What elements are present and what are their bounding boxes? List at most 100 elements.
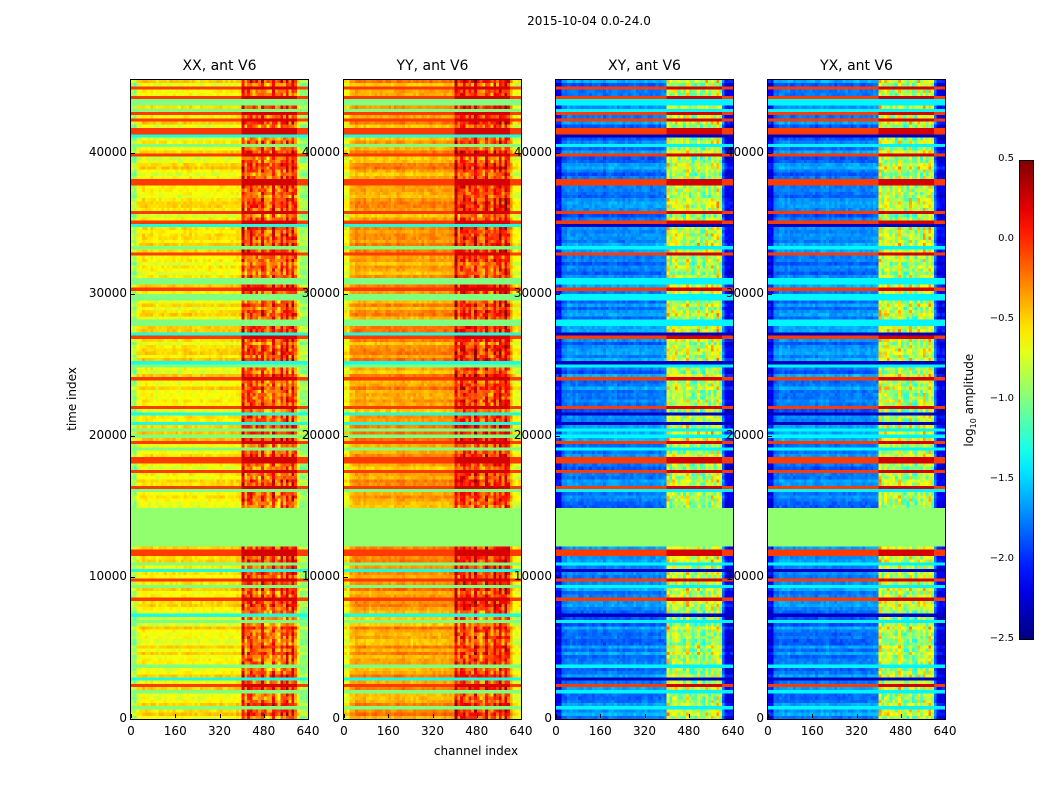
x-tick-label: 320 <box>845 724 868 738</box>
heatmap-image <box>131 80 308 719</box>
x-tick-mark <box>131 714 132 718</box>
x-tick-mark <box>344 714 345 718</box>
x-tick-mark <box>945 714 946 718</box>
y-tick-mark <box>344 577 348 579</box>
y-tick-mark <box>556 435 560 437</box>
y-tick-label: 10000 <box>513 569 552 584</box>
y-tick-label: 0 <box>544 711 552 725</box>
panel-title: XY, ant V6 <box>608 58 681 74</box>
y-tick-label: 0 <box>332 711 340 725</box>
x-tick-label: 480 <box>677 724 701 738</box>
x-tick-label: 160 <box>163 724 187 738</box>
y-tick-mark <box>768 435 772 437</box>
panel-title: YY, ant V6 <box>396 58 469 74</box>
x-tick-mark <box>900 714 902 718</box>
y-tick-label: 30000 <box>725 286 764 301</box>
x-tick-label: 160 <box>800 724 824 738</box>
heatmap-panel-4: YX, ant V6 0 160 320 480 640 0 10000 20000 30000 4… <box>726 58 957 738</box>
y-tick-mark <box>344 719 348 720</box>
colorbar-tick-label: −1.0 <box>989 393 1014 404</box>
x-tick-label: 480 <box>889 724 913 738</box>
y-tick-label: 0 <box>756 711 764 725</box>
colorbar-tick-label: −1.5 <box>989 473 1014 484</box>
y-tick-label: 20000 <box>513 427 552 442</box>
x-tick-label: 0 <box>552 724 560 738</box>
colorbar <box>1019 160 1034 640</box>
y-tick-label: 40000 <box>725 144 764 159</box>
heatmap-panel-2: YY, ant V6 0 160 320 480 640 0 10000 20000 30000 4… <box>302 58 533 738</box>
y-tick-label: 20000 <box>88 427 127 442</box>
x-tick-mark <box>263 714 265 718</box>
y-tick-mark <box>131 719 135 720</box>
y-tick-mark <box>344 435 348 437</box>
y-tick-mark <box>556 577 560 579</box>
panel-title: XX, ant V6 <box>182 58 257 74</box>
colorbar-tick-label: −2.0 <box>989 553 1014 564</box>
y-tick-label: 20000 <box>725 427 764 442</box>
x-tick-mark <box>600 714 602 718</box>
y-tick-label: 10000 <box>725 569 764 584</box>
axes-frame <box>555 79 734 720</box>
y-tick-label: 0 <box>119 711 127 725</box>
x-tick-mark <box>768 714 769 718</box>
y-tick-mark <box>131 435 135 437</box>
x-tick-label: 320 <box>208 724 231 738</box>
y-tick-label: 40000 <box>301 144 340 159</box>
panel-title: YX, ant V6 <box>820 58 893 74</box>
y-tick-mark <box>768 294 772 296</box>
y-tick-mark <box>768 577 772 579</box>
x-tick-label: 480 <box>252 724 276 738</box>
y-tick-label: 30000 <box>301 286 340 301</box>
x-tick-mark <box>388 714 390 718</box>
y-tick-mark <box>768 719 772 720</box>
y-tick-mark <box>344 294 348 296</box>
x-tick-mark <box>556 714 557 718</box>
colorbar-tick-label: 0.0 <box>998 233 1014 244</box>
y-tick-mark <box>131 294 135 296</box>
y-tick-label: 40000 <box>513 144 552 159</box>
x-tick-mark <box>219 714 221 718</box>
x-tick-mark <box>175 714 177 718</box>
x-axis-label: channel index <box>433 744 519 758</box>
x-tick-label: 480 <box>465 724 489 738</box>
y-tick-mark <box>556 294 560 296</box>
y-axis-label: time index <box>65 367 79 431</box>
heatmap-image <box>556 80 733 719</box>
y-tick-mark <box>768 152 772 154</box>
x-tick-mark <box>688 714 690 718</box>
x-tick-label: 160 <box>588 724 612 738</box>
colorbar-tick-label: −0.5 <box>989 313 1014 324</box>
y-tick-mark <box>344 152 348 154</box>
x-tick-mark <box>521 714 522 718</box>
heatmap-panel-3: XY, ant V6 0 160 320 480 640 0 10000 20000 30000 4… <box>514 58 745 738</box>
x-tick-label: 0 <box>764 724 772 738</box>
x-tick-label: 640 <box>721 724 745 738</box>
x-tick-label: 0 <box>127 724 135 738</box>
x-tick-label: 640 <box>933 724 957 738</box>
y-tick-label: 30000 <box>513 286 552 301</box>
x-tick-mark <box>432 714 434 718</box>
y-tick-label: 20000 <box>301 427 340 442</box>
x-tick-label: 640 <box>296 724 320 738</box>
y-tick-label: 10000 <box>301 569 340 584</box>
x-tick-label: 160 <box>376 724 400 738</box>
y-tick-mark <box>131 152 135 154</box>
heatmap-panel-1: XX, ant V6 0 160 320 480 640 0 10000 20000 30000 4… <box>89 58 320 738</box>
figure-title: 2015-10-04 0.0-24.0 <box>527 14 651 28</box>
colorbar-tick-label: −2.5 <box>989 633 1014 644</box>
colorbar-tick-label: 0.5 <box>998 153 1014 164</box>
axes-frame <box>343 79 522 720</box>
y-tick-label: 30000 <box>88 286 127 301</box>
x-tick-mark <box>308 714 309 718</box>
x-tick-label: 320 <box>633 724 656 738</box>
x-tick-mark <box>812 714 814 718</box>
y-tick-mark <box>131 577 135 579</box>
colorbar-label: log10 amplitude <box>961 353 979 447</box>
y-tick-label: 10000 <box>88 569 127 584</box>
y-tick-mark <box>556 152 560 154</box>
heatmap-image <box>768 80 945 719</box>
x-tick-mark <box>856 714 858 718</box>
axes-frame <box>767 79 946 720</box>
axes-frame <box>130 79 309 720</box>
